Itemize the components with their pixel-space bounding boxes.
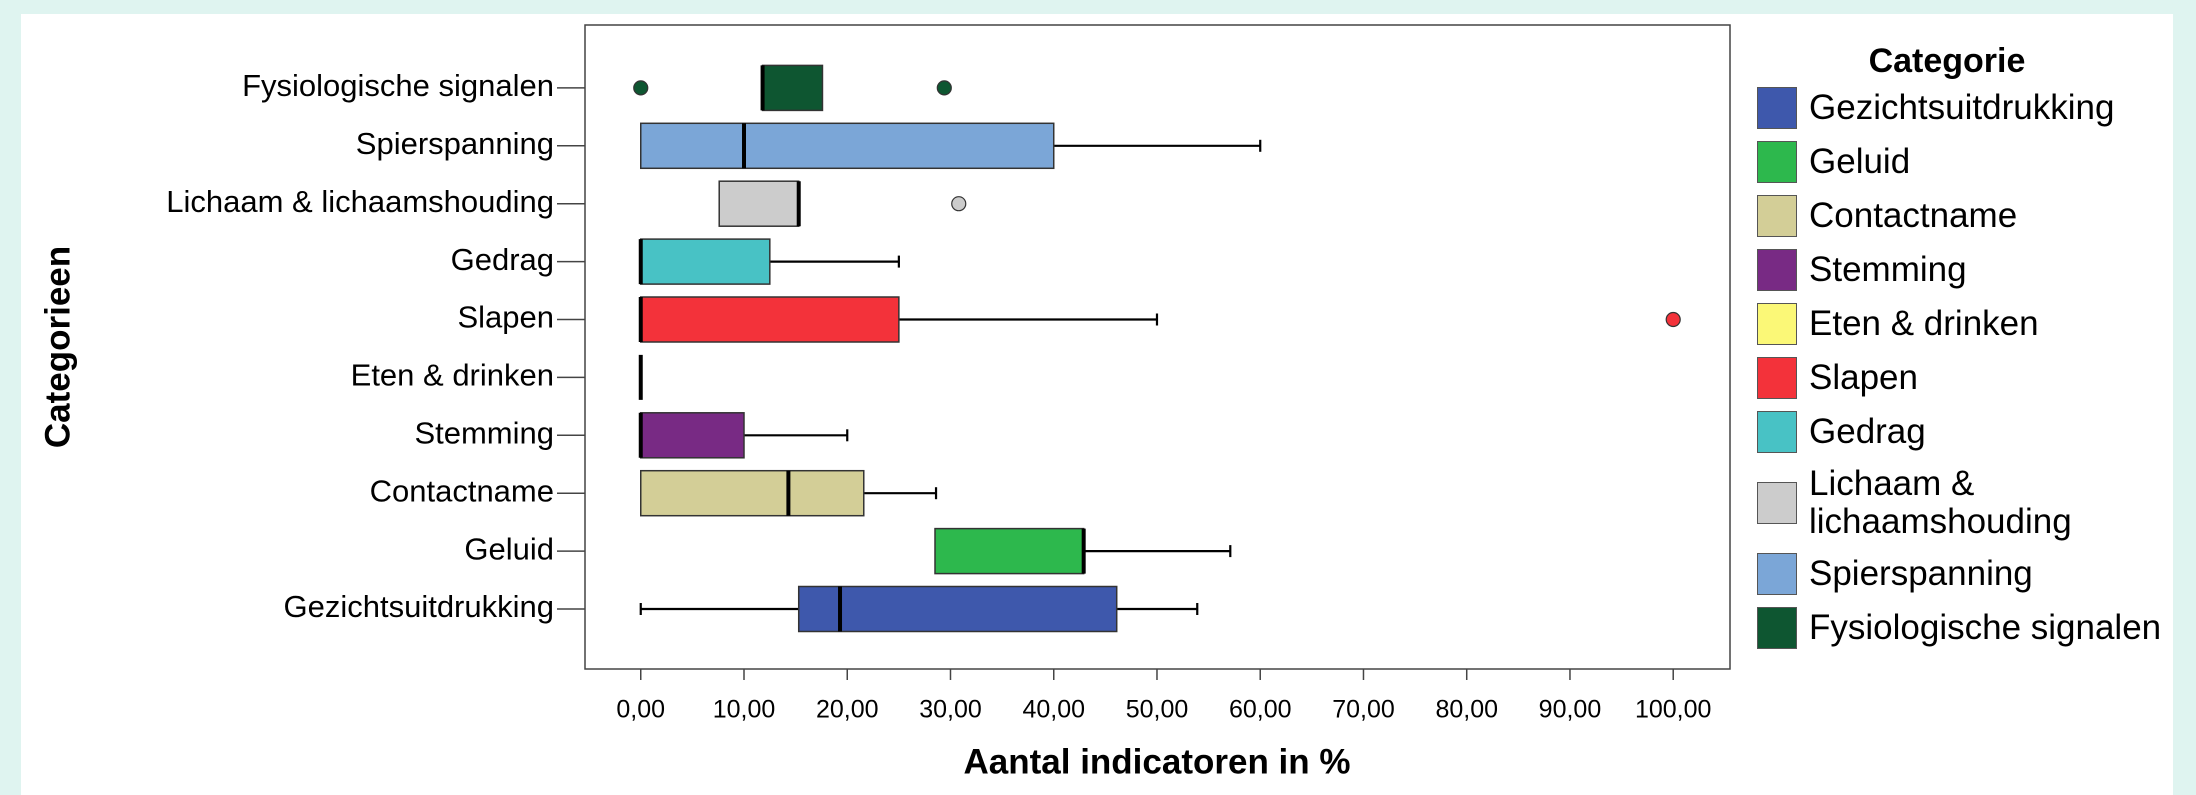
legend-label: Contactname	[1809, 196, 2018, 235]
x-tick-label: 30,00	[919, 696, 982, 724]
y-tick-label: Lichaam & lichaamshouding	[166, 184, 554, 219]
plot-frame	[584, 24, 1731, 670]
legend-item: Gezichtsuitdrukking	[1757, 87, 2177, 129]
y-tick-label: Slapen	[457, 300, 554, 335]
y-tick-label: Contactname	[370, 473, 554, 508]
legend-label: Fysiologische signalen	[1809, 608, 2162, 647]
x-tick-label: 20,00	[816, 696, 879, 724]
legend-item: Fysiologische signalen	[1757, 607, 2177, 649]
legend-swatch	[1757, 553, 1797, 595]
legend-swatch	[1757, 357, 1797, 399]
legend-swatch	[1757, 141, 1797, 183]
legend-item: Gedrag	[1757, 411, 2177, 453]
legend-label: Lichaam & lichaamshouding	[1809, 464, 2072, 541]
x-tick-label: 70,00	[1332, 696, 1395, 724]
legend-swatch	[1757, 482, 1797, 524]
legend-swatch	[1757, 607, 1797, 649]
x-tick-label: 10,00	[713, 696, 776, 724]
box	[640, 122, 1055, 170]
legend-label: Slapen	[1809, 358, 1918, 397]
legend-swatch	[1757, 303, 1797, 345]
legend-label: Geluid	[1809, 142, 1911, 181]
legend-item: Spierspanning	[1757, 553, 2177, 595]
outlier	[1665, 311, 1681, 328]
legend-swatch	[1757, 249, 1797, 291]
legend-label: Gedrag	[1809, 412, 1926, 451]
legend: Categorie Gezichtsuitdrukking Geluid Conta…	[1757, 42, 2177, 661]
legend-item: Stemming	[1757, 249, 2177, 291]
y-tick-label: Gedrag	[451, 242, 554, 277]
x-tick-label: 60,00	[1229, 696, 1292, 724]
outlier	[633, 80, 649, 96]
y-tick-label: Fysiologische signalen	[242, 68, 554, 103]
legend-label: Gezichtsuitdrukking	[1809, 88, 2115, 127]
legend-swatch	[1757, 87, 1797, 129]
outlier	[951, 196, 967, 212]
box	[640, 238, 771, 285]
legend-item: Slapen	[1757, 357, 2177, 399]
legend-swatch	[1757, 411, 1797, 453]
y-axis-title: Categorieen	[38, 246, 77, 448]
outlier	[936, 80, 952, 96]
legend-title: Categorie	[1868, 42, 2026, 80]
x-tick-label: 0,00	[616, 696, 665, 724]
x-axis-title: Aantal indicatoren in %	[964, 742, 1351, 781]
x-tick-label: 100,00	[1635, 696, 1711, 724]
legend-label: Spierspanning	[1809, 554, 2033, 593]
x-tick-label: 90,00	[1539, 696, 1602, 724]
legend-item: Geluid	[1757, 141, 2177, 183]
legend-label: Stemming	[1809, 250, 1967, 289]
box	[761, 64, 824, 112]
box	[797, 585, 1118, 633]
x-tick-label: 50,00	[1126, 696, 1189, 724]
y-tick-label: Geluid	[464, 531, 554, 566]
legend-swatch	[1757, 195, 1797, 237]
x-tick-label: 80,00	[1435, 696, 1498, 724]
legend-label: Eten & drinken	[1809, 304, 2039, 343]
box	[718, 180, 800, 227]
y-tick-label: Eten & drinken	[351, 358, 554, 393]
y-tick-label: Spierspanning	[356, 126, 554, 161]
box	[640, 469, 865, 517]
legend-item: Contactname	[1757, 195, 2177, 237]
box	[640, 412, 745, 459]
legend-item: Eten & drinken	[1757, 303, 2177, 345]
x-tick-label: 40,00	[1022, 696, 1085, 724]
box	[640, 296, 900, 343]
y-tick-label: Gezichtsuitdrukking	[283, 589, 554, 624]
legend-item: Lichaam & lichaamshouding	[1757, 465, 2177, 541]
y-tick-label: Stemming	[414, 415, 554, 450]
box	[934, 527, 1085, 575]
